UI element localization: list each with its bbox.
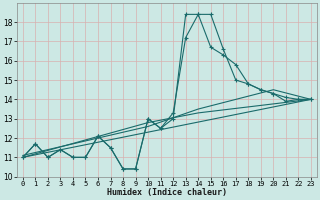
X-axis label: Humidex (Indice chaleur): Humidex (Indice chaleur) bbox=[107, 188, 227, 197]
